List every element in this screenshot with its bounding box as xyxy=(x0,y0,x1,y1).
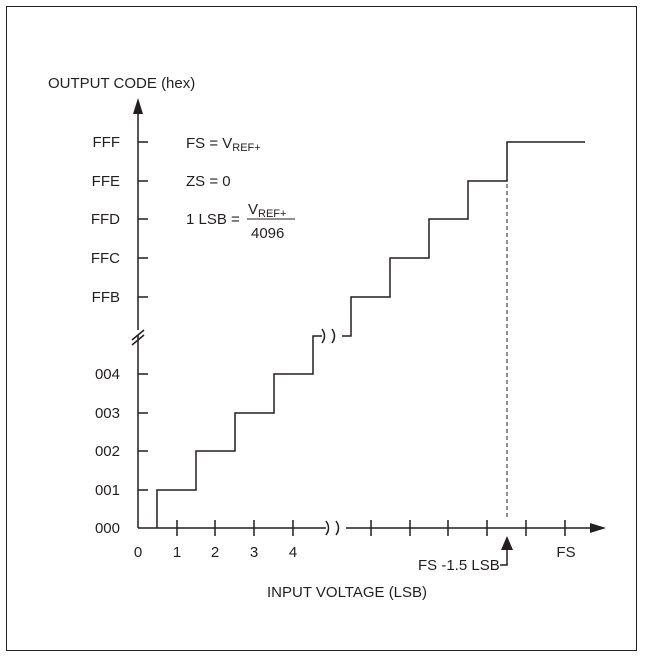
y-axis-break-mark xyxy=(131,329,145,341)
transfer-staircase-lower xyxy=(156,335,322,528)
fs-equation: FS = VREF+ xyxy=(186,135,261,154)
x-axis-arrowhead xyxy=(590,523,606,533)
staircase-break-mark xyxy=(321,328,326,344)
y-tick-label: FFE xyxy=(92,173,120,190)
lsb-equation-label: 1 LSB = xyxy=(186,211,240,228)
x-axis-label: INPUT VOLTAGE (LSB) xyxy=(267,584,427,601)
x-tick-label: 1 xyxy=(173,544,181,561)
x-tick-label: 3 xyxy=(250,544,258,561)
x-axis-break-mark xyxy=(335,520,340,536)
staircase-break-mark xyxy=(331,328,336,344)
x-tick-marks xyxy=(176,520,566,536)
transfer-staircase-upper xyxy=(342,141,585,337)
fs-tick-label: FS xyxy=(556,544,575,561)
y-tick-label: FFD xyxy=(91,211,120,228)
y-tick-label: 000 xyxy=(95,520,120,537)
x-axis-break-mark xyxy=(325,520,330,536)
y-tick-label: 001 xyxy=(95,482,120,499)
fs-minus-pointer-arrow xyxy=(501,536,513,550)
y-tick-label: FFF xyxy=(93,134,121,151)
x-tick-label: 0 xyxy=(134,544,142,561)
y-tick-label: FFB xyxy=(92,289,120,306)
y-axis-label: OUTPUT CODE (hex) xyxy=(48,75,195,92)
x-tick-label: 4 xyxy=(289,544,297,561)
y-tick-label: 004 xyxy=(95,366,120,383)
x-tick-label: 2 xyxy=(211,544,219,561)
fs-minus-label: FS -1.5 LSB xyxy=(418,557,500,574)
figure-border xyxy=(6,6,637,651)
zs-equation: ZS = 0 xyxy=(186,173,231,190)
lsb-numerator: VREF+ xyxy=(248,201,286,220)
y-tick-label: 002 xyxy=(95,443,120,460)
y-tick-label: 003 xyxy=(95,405,120,422)
fs-minus-leader-line xyxy=(500,550,508,566)
y-tick-marks xyxy=(138,141,148,491)
y-axis-arrowhead xyxy=(133,98,143,114)
y-axis-break-mark xyxy=(131,334,145,346)
y-tick-label: FFC xyxy=(91,250,120,267)
lsb-denominator: 4096 xyxy=(251,225,284,242)
